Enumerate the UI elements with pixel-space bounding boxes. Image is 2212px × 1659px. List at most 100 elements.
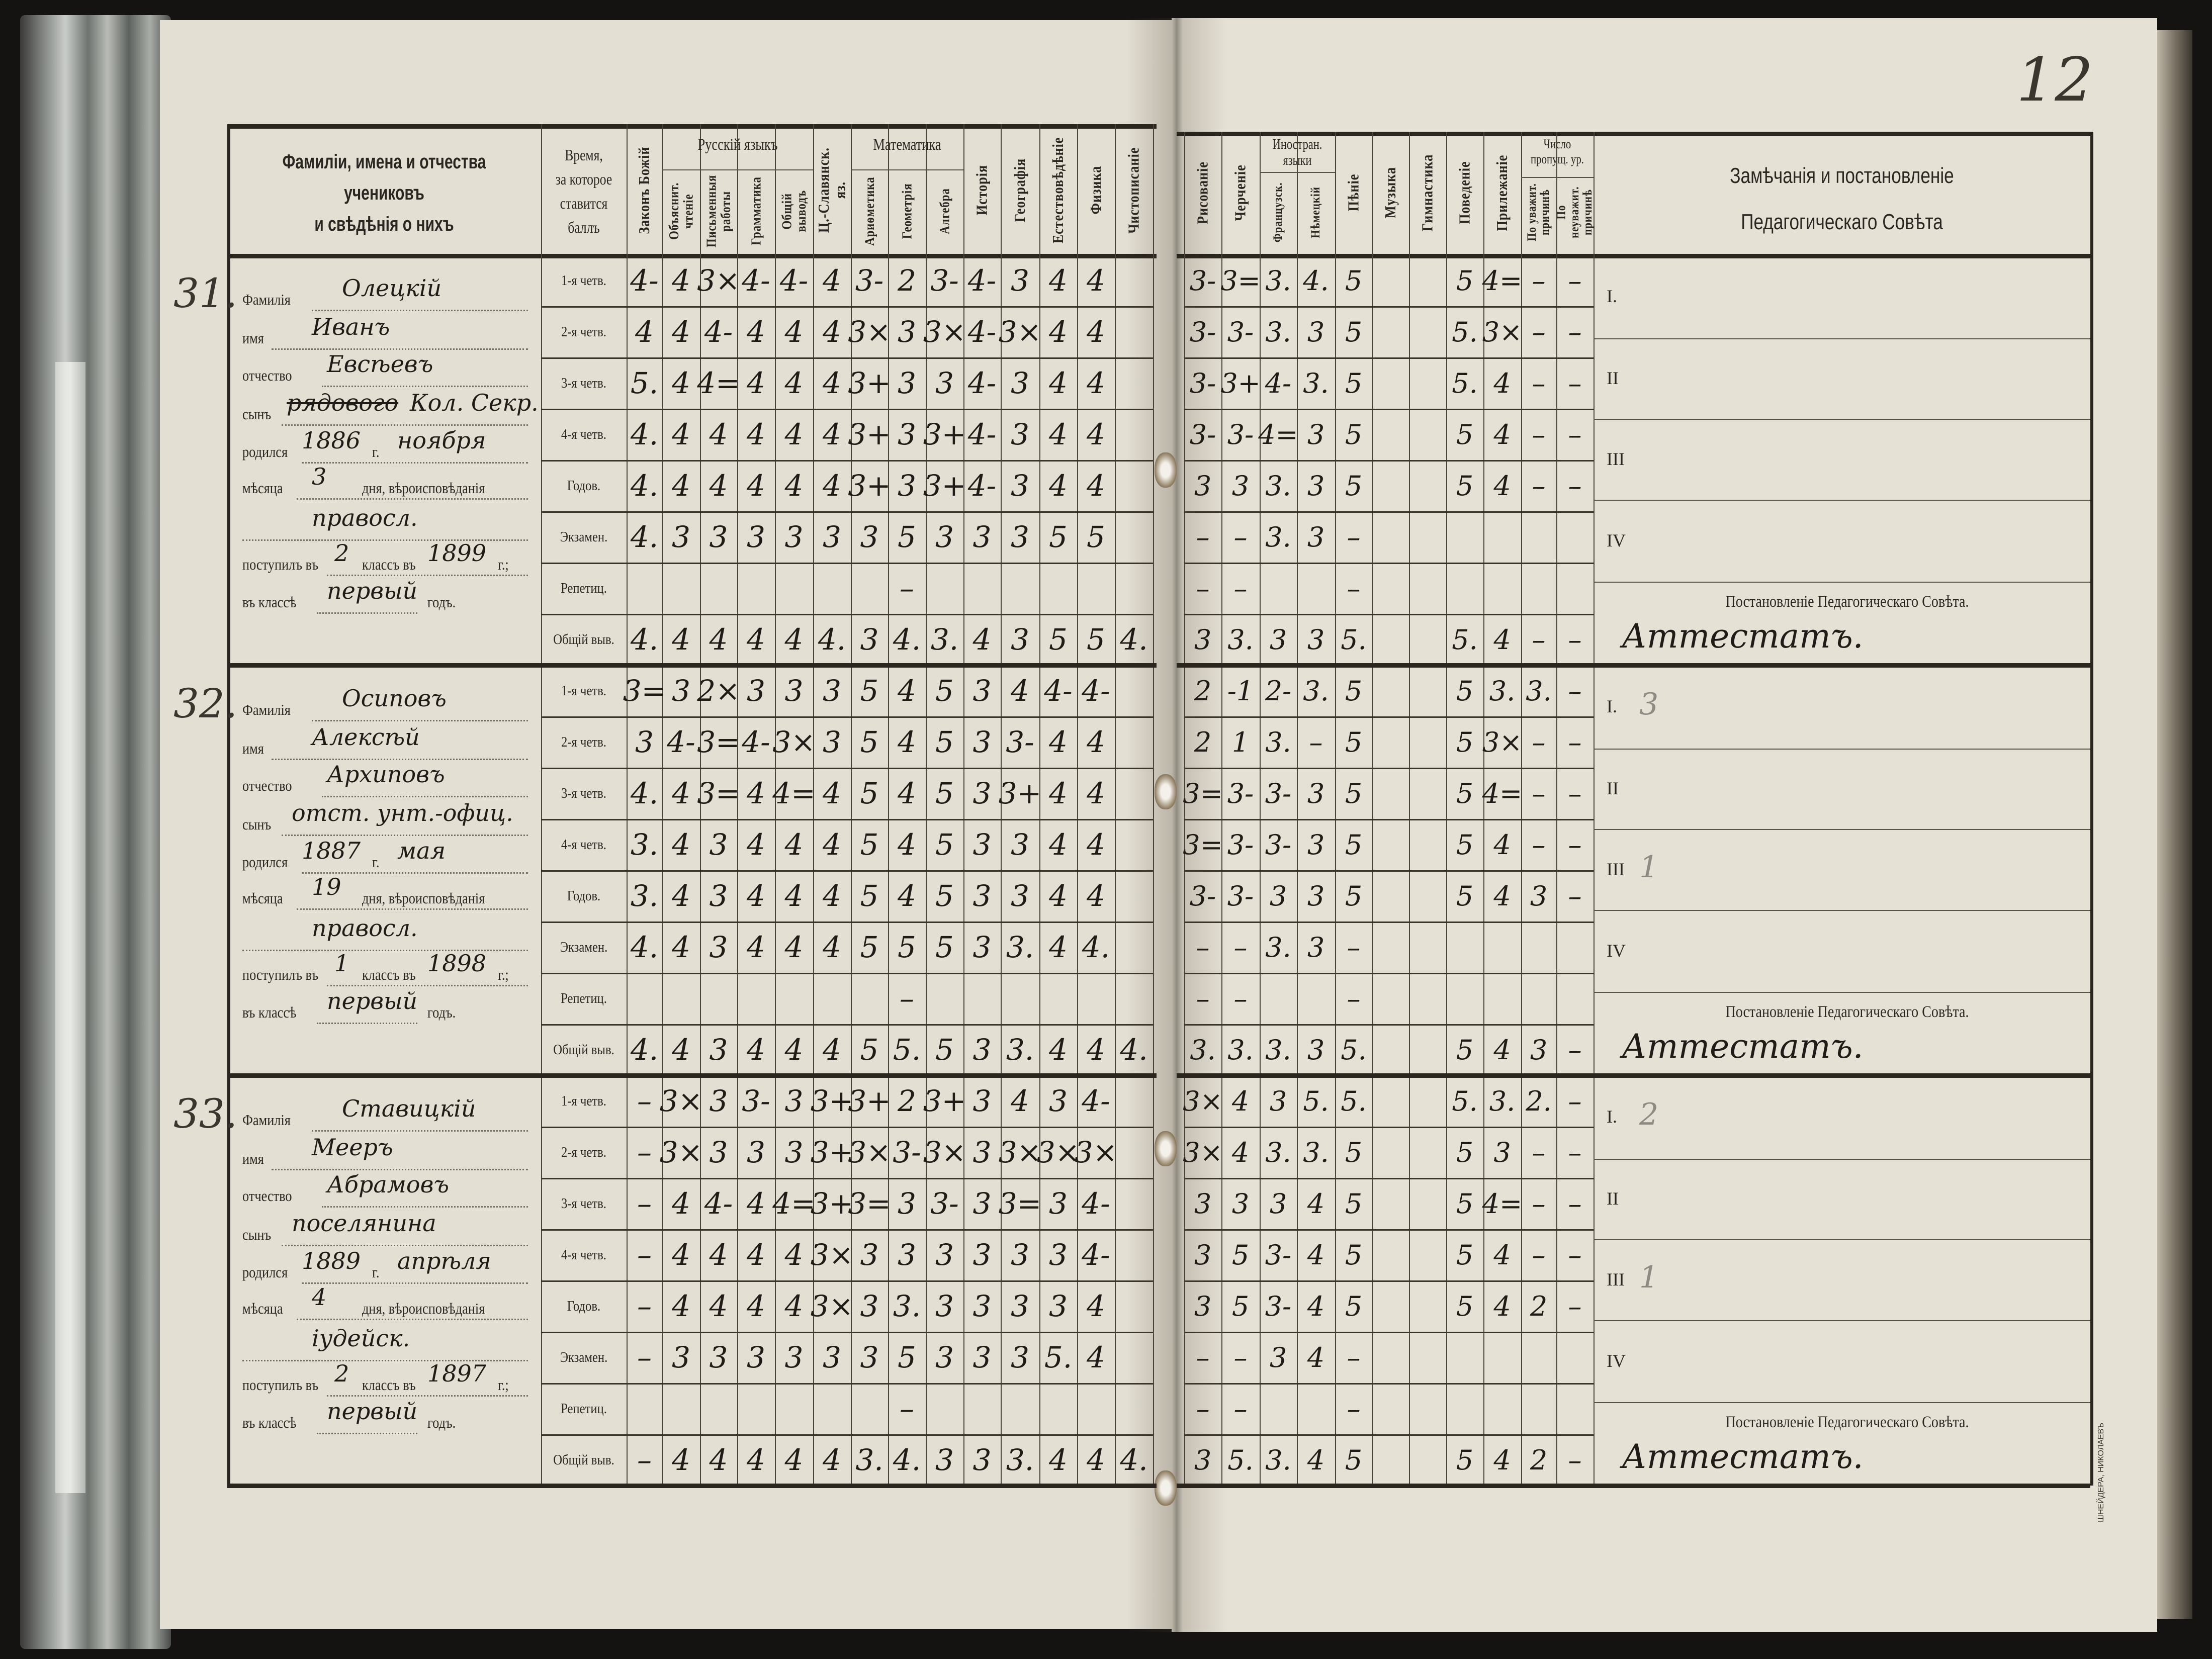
row-label: Экзамен. — [560, 939, 608, 955]
grade-cell: 4 — [1231, 1136, 1250, 1168]
grade-cell: 4 — [1011, 674, 1029, 708]
grade-cell: – — [1532, 264, 1546, 297]
column-line — [227, 124, 230, 1486]
grade-cell: 4. — [630, 930, 659, 964]
field-label: г. — [372, 853, 380, 871]
rule-line — [1177, 1484, 2090, 1488]
grade-cell: 3 — [972, 1084, 992, 1118]
grade-cell: 3 — [972, 1340, 992, 1374]
grade-cell: 3. — [1265, 1034, 1291, 1066]
field-label: г. — [372, 443, 380, 460]
grade-cell: 2 — [1530, 1290, 1548, 1322]
grade-cell: 3- — [930, 1186, 959, 1221]
field-label: имя — [242, 1150, 264, 1167]
grade-cell: 3 — [709, 1033, 728, 1067]
grade-cell: 4. — [1082, 930, 1110, 964]
grade-cell: 3× — [923, 1135, 966, 1169]
row-label: 1-я четв. — [561, 682, 606, 699]
birth-month-value: ноября — [397, 427, 486, 454]
grade-cell: 4 — [784, 366, 804, 400]
patronymic-value: Абрамовъ — [327, 1171, 450, 1198]
grade-cell: 4= — [1482, 777, 1523, 809]
column-header: Гимнастика — [1418, 154, 1436, 232]
rule-line — [1594, 992, 2090, 993]
grade-cell: – — [900, 571, 914, 605]
grade-cell: 4 — [635, 315, 654, 349]
grade-cell: 3 — [1307, 470, 1325, 502]
rule-line — [1594, 338, 2090, 339]
council-decision-label: Постановленіе Педагогическаго Совѣта. — [1725, 1413, 1969, 1431]
birth-month-value: апрѣля — [397, 1247, 491, 1274]
grade-cell: 5 — [1049, 622, 1068, 657]
column-header: Геометрія — [899, 183, 915, 239]
field-label: мѣсяца — [242, 1300, 283, 1317]
grade-cell: – — [1568, 418, 1582, 450]
remarks-column-header: Замѣчанія и постановленіе — [1730, 163, 1954, 188]
column-line — [1521, 132, 1522, 1486]
grade-cell: 4 — [1087, 827, 1105, 862]
grade-cell: 3- — [1006, 725, 1034, 759]
grade-cell: 3 — [1194, 1187, 1212, 1220]
rule-line — [541, 409, 1153, 410]
page-number: 12 — [2016, 45, 2093, 115]
grade-cell: 3 — [860, 520, 879, 554]
dotted-line — [242, 950, 528, 951]
field-label: дня, вѣроисповѣданія — [362, 1300, 485, 1317]
column-header: Музыка — [1381, 167, 1399, 219]
grade-cell: 3 — [898, 417, 916, 451]
cover-spine-strip — [55, 362, 85, 1493]
grade-cell: 5 — [1456, 1034, 1474, 1066]
grade-cell: 4 — [1307, 1239, 1325, 1271]
grade-cell: 3. — [893, 1289, 921, 1323]
page-stack-edge — [2157, 30, 2192, 1619]
grade-cell: 3 — [1307, 623, 1325, 656]
row-label: 4-я четв. — [561, 426, 606, 442]
birth-day-value: 3 — [312, 463, 327, 490]
grade-cell: 3 — [972, 1289, 992, 1323]
grade-cell: 3 — [935, 520, 954, 554]
remark-section-label: IV — [1607, 1350, 1626, 1371]
book-gutter — [1126, 18, 1227, 1632]
column-line — [1335, 132, 1336, 1486]
grade-cell: 5 — [1456, 1239, 1474, 1271]
grade-cell: 3= — [1183, 828, 1223, 861]
grade-cell: 3 — [935, 1340, 954, 1374]
grade-cell: 3+ — [810, 1135, 854, 1169]
grade-cell: 4 — [898, 827, 916, 862]
rule-line — [1521, 177, 1594, 178]
grade-cell: 3 — [1530, 880, 1548, 912]
row-label: Репетиц. — [561, 580, 607, 596]
grade-cell: 4 — [747, 879, 765, 913]
rule-line — [541, 563, 1153, 564]
rule-line — [541, 1127, 1153, 1128]
grade-cell: 4- — [967, 263, 997, 298]
grade-cell: 3- — [855, 263, 884, 298]
grade-cell: 5 — [860, 879, 879, 913]
grade-cell: 4 — [823, 827, 841, 862]
column-line — [1153, 124, 1154, 1486]
grade-cell: 4- — [704, 315, 733, 349]
grade-cell: 4 — [898, 674, 916, 708]
group-header-math: Математика — [873, 136, 941, 154]
grade-cell: 2 — [1194, 726, 1212, 758]
grade-cell: 5 — [1345, 1444, 1363, 1476]
dotted-line — [312, 310, 528, 311]
grade-cell: 3× — [697, 263, 740, 298]
grade-cell: 2 — [1194, 675, 1212, 707]
grade-cell: 3 — [972, 674, 992, 708]
grade-cell: 3 — [1307, 418, 1325, 450]
grade-cell: – — [1568, 1444, 1582, 1476]
rule-line — [1177, 254, 2090, 258]
grade-cell: 4 — [1307, 1444, 1325, 1476]
row-label: 4-я четв. — [561, 1246, 606, 1263]
grade-cell: 5. — [1452, 623, 1478, 656]
rule-line — [1184, 357, 1594, 359]
grade-cell: 4 — [747, 1186, 765, 1221]
rule-line — [1184, 1332, 1594, 1333]
grade-cell: 3× — [998, 1135, 1042, 1169]
field-label: классъ въ — [362, 556, 416, 573]
grade-cell: 5 — [1231, 1290, 1250, 1322]
rule-line — [541, 819, 1153, 820]
remark-pencil-mark: 2 — [1639, 1097, 1659, 1132]
grade-cell: 3. — [930, 622, 959, 657]
